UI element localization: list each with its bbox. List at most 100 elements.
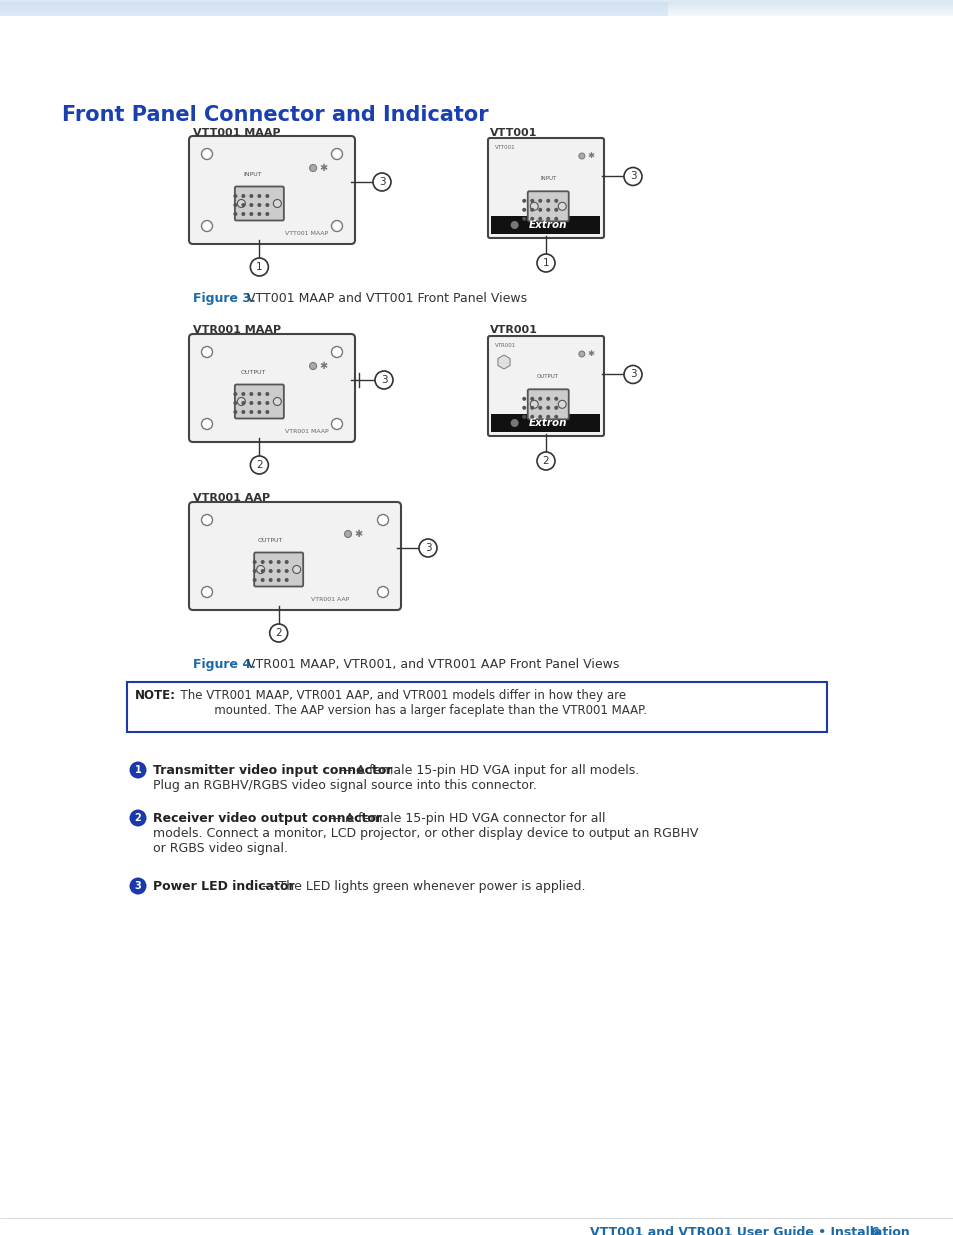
Circle shape xyxy=(258,212,260,215)
Circle shape xyxy=(522,209,525,211)
Text: VTT001 MAAP: VTT001 MAAP xyxy=(284,231,328,236)
Circle shape xyxy=(510,419,518,427)
Circle shape xyxy=(237,398,245,405)
Circle shape xyxy=(253,561,255,563)
Circle shape xyxy=(266,195,269,198)
Circle shape xyxy=(233,212,236,215)
Circle shape xyxy=(546,406,549,409)
Text: Extron: Extron xyxy=(529,417,567,429)
Circle shape xyxy=(242,212,244,215)
Text: 3: 3 xyxy=(380,375,387,385)
Circle shape xyxy=(310,363,316,369)
Circle shape xyxy=(373,173,391,191)
Text: VTT001 MAAP: VTT001 MAAP xyxy=(193,128,280,138)
Circle shape xyxy=(537,254,555,272)
Circle shape xyxy=(269,569,272,572)
Circle shape xyxy=(538,398,541,400)
Circle shape xyxy=(522,398,525,400)
Circle shape xyxy=(538,209,541,211)
Circle shape xyxy=(546,217,549,220)
Circle shape xyxy=(375,370,393,389)
Circle shape xyxy=(258,393,260,395)
Text: ✱: ✱ xyxy=(354,529,362,538)
Circle shape xyxy=(522,217,525,220)
Text: VTT001 and VTR001 User Guide • Installation: VTT001 and VTR001 User Guide • Installat… xyxy=(589,1226,909,1235)
Text: 2: 2 xyxy=(275,629,282,638)
Circle shape xyxy=(531,200,533,203)
Circle shape xyxy=(538,406,541,409)
FancyBboxPatch shape xyxy=(488,336,603,436)
Circle shape xyxy=(201,515,213,526)
Circle shape xyxy=(418,538,436,557)
Circle shape xyxy=(538,415,541,419)
Circle shape xyxy=(530,203,537,210)
FancyBboxPatch shape xyxy=(234,186,284,221)
Circle shape xyxy=(266,204,269,206)
FancyBboxPatch shape xyxy=(189,333,355,442)
Circle shape xyxy=(266,212,269,215)
Circle shape xyxy=(377,515,388,526)
Circle shape xyxy=(555,217,557,220)
Circle shape xyxy=(531,415,533,419)
Text: VTR001 MAAP: VTR001 MAAP xyxy=(193,325,281,335)
Circle shape xyxy=(201,419,213,430)
Circle shape xyxy=(258,204,260,206)
Circle shape xyxy=(242,393,244,395)
Text: VTR001 MAAP: VTR001 MAAP xyxy=(284,429,328,433)
Circle shape xyxy=(250,456,268,474)
Circle shape xyxy=(233,401,236,404)
Text: OUTPUT: OUTPUT xyxy=(257,538,283,543)
Circle shape xyxy=(277,569,279,572)
Text: 1: 1 xyxy=(134,764,141,776)
Circle shape xyxy=(274,200,281,207)
Circle shape xyxy=(277,579,279,582)
Text: The VTR001 MAAP, VTR001 AAP, and VTR001 models differ in how they are
          : The VTR001 MAAP, VTR001 AAP, and VTR001 … xyxy=(172,689,646,718)
Text: Figure 4.: Figure 4. xyxy=(193,658,255,671)
Text: OUTPUT: OUTPUT xyxy=(537,374,558,379)
Circle shape xyxy=(285,569,288,572)
Text: Receiver video output connector: Receiver video output connector xyxy=(152,811,381,825)
Circle shape xyxy=(558,203,566,210)
Text: Figure 3.: Figure 3. xyxy=(193,291,255,305)
Text: Plug an RGBHV/RGBS video signal source into this connector.: Plug an RGBHV/RGBS video signal source i… xyxy=(152,779,537,792)
Circle shape xyxy=(201,587,213,598)
Circle shape xyxy=(250,411,253,414)
Text: 2: 2 xyxy=(134,813,141,823)
Circle shape xyxy=(201,148,213,159)
Circle shape xyxy=(537,452,555,471)
Text: 6: 6 xyxy=(869,1226,878,1235)
Circle shape xyxy=(555,415,557,419)
Circle shape xyxy=(331,347,342,357)
Text: OUTPUT: OUTPUT xyxy=(240,370,266,375)
Circle shape xyxy=(555,209,557,211)
Circle shape xyxy=(261,569,264,572)
Text: 3: 3 xyxy=(629,172,636,182)
FancyBboxPatch shape xyxy=(253,552,303,587)
Circle shape xyxy=(510,221,518,228)
Circle shape xyxy=(331,148,342,159)
Text: 3: 3 xyxy=(629,369,636,379)
Circle shape xyxy=(250,204,253,206)
Text: Transmitter video input connector: Transmitter video input connector xyxy=(152,764,392,777)
Circle shape xyxy=(242,401,244,404)
Text: VTR001 AAP: VTR001 AAP xyxy=(193,493,270,503)
Circle shape xyxy=(285,561,288,563)
Circle shape xyxy=(377,587,388,598)
Circle shape xyxy=(578,351,584,357)
Circle shape xyxy=(546,415,549,419)
FancyBboxPatch shape xyxy=(189,136,355,245)
Circle shape xyxy=(555,398,557,400)
Circle shape xyxy=(250,393,253,395)
Circle shape xyxy=(546,398,549,400)
Circle shape xyxy=(261,561,264,563)
Text: 2: 2 xyxy=(255,459,262,471)
Circle shape xyxy=(233,204,236,206)
Circle shape xyxy=(331,221,342,231)
Circle shape xyxy=(277,561,279,563)
Circle shape xyxy=(522,415,525,419)
FancyBboxPatch shape xyxy=(527,191,568,221)
Text: VTR001 AAP: VTR001 AAP xyxy=(311,597,349,601)
Circle shape xyxy=(130,878,147,894)
Text: VTR001: VTR001 xyxy=(490,325,537,335)
Text: VTT001: VTT001 xyxy=(490,128,537,138)
